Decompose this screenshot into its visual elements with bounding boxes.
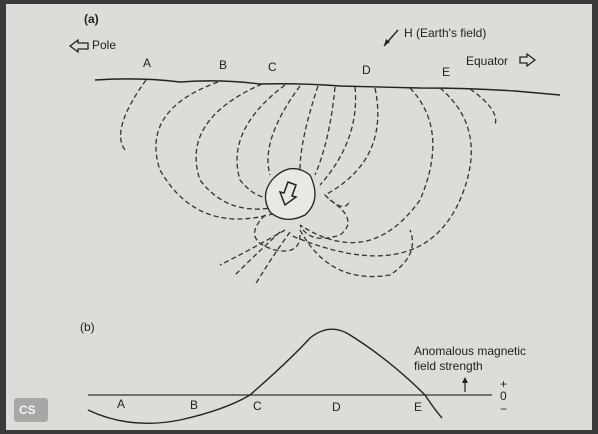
point-label: C — [253, 399, 262, 413]
watermark-badge — [14, 398, 48, 422]
equator-arrow — [519, 52, 537, 68]
pole-arrow — [68, 38, 89, 54]
panel-label: (b) — [80, 320, 95, 334]
point-label: A — [143, 56, 151, 70]
ground-surface — [94, 78, 561, 96]
point-label: B — [219, 58, 227, 72]
point-label: C — [268, 60, 277, 74]
axis-minus: − — [500, 402, 507, 416]
pole-label: Pole — [92, 38, 116, 52]
ore-body — [264, 168, 316, 220]
magnetization-arrow — [278, 181, 298, 207]
point-label: D — [332, 400, 341, 414]
point-label: B — [190, 398, 198, 412]
strength-arrowhead — [462, 377, 468, 383]
point-label: A — [117, 397, 125, 411]
equator-label: Equator — [466, 54, 508, 68]
point-label: E — [414, 400, 422, 414]
point-label: E — [442, 65, 450, 79]
anomaly-profile — [87, 328, 443, 424]
field-arrowhead — [384, 39, 390, 46]
axis-zero: 0 — [500, 389, 507, 403]
watermark: CS — [19, 403, 36, 417]
point-label: D — [362, 63, 371, 77]
field-label: H (Earth's field) — [404, 26, 486, 40]
annotation: Anomalous magnetic — [414, 344, 526, 358]
axis-plus: + — [500, 377, 507, 391]
annotation: field strength — [414, 359, 483, 373]
panel-label: (a) — [84, 12, 99, 26]
